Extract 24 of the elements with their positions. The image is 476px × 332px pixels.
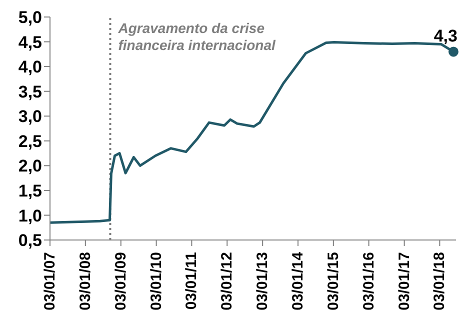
x-tick-label: 03/01/14 [290, 251, 307, 310]
data-label: 4,3 [434, 26, 458, 46]
ref-line-label: Agravamento da crise financeira internacional [117, 20, 276, 53]
y-tick-label: 4,0 [18, 58, 42, 77]
x-tick-label: 03/01/07 [42, 252, 58, 310]
x-tick-label: 03/01/10 [148, 252, 165, 310]
y-tick-label: 5,0 [18, 8, 42, 28]
y-tick-label: 1,0 [18, 206, 42, 226]
y-tick-label: 3,5 [18, 82, 42, 102]
x-tick-label: 03/01/13 [254, 252, 272, 310]
x-tick-label: 03/01/15 [324, 252, 342, 310]
x-tick-label: 03/01/08 [76, 252, 94, 310]
y-tick-label: 0,5 [18, 231, 42, 250]
x-tick-label: 03/01/17 [396, 252, 413, 310]
x-tick-label: 03/01/11 [183, 252, 200, 310]
y-tick-label: 2,0 [18, 156, 42, 176]
x-tick-label: 03/01/12 [218, 252, 236, 310]
y-tick-label: 1,5 [18, 181, 42, 200]
x-tick-label: 03/01/16 [360, 252, 378, 310]
y-tick-label: 3,0 [18, 107, 42, 126]
x-tick-label: 03/01/09 [112, 252, 130, 310]
y-tick-label: 2,5 [18, 132, 42, 151]
y-tick-label: 4,5 [18, 32, 42, 52]
x-tick-label: 03/01/18 [431, 252, 448, 310]
